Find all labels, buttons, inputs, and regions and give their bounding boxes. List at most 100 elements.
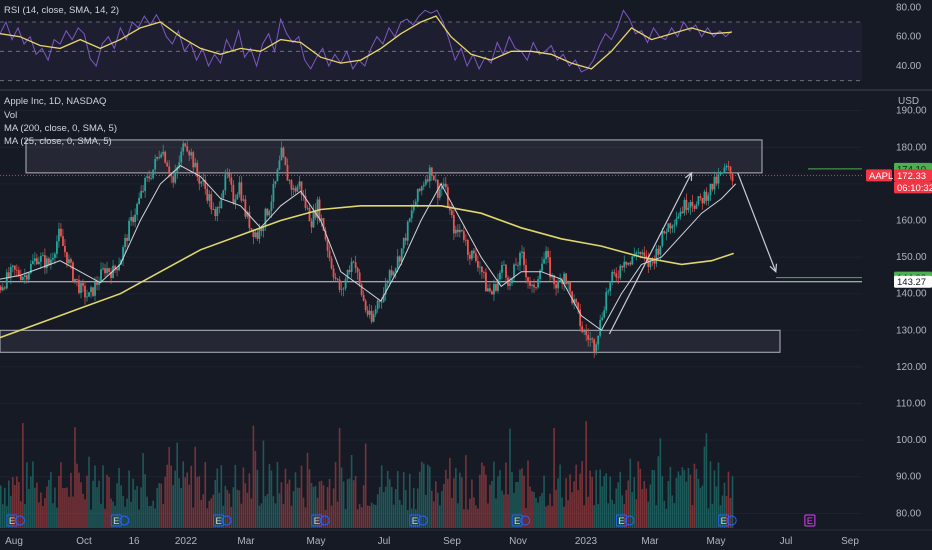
candle-body	[232, 184, 235, 204]
volume-bar	[158, 483, 160, 528]
axis-bg	[864, 92, 932, 530]
volume-bar	[168, 447, 170, 528]
candle-body	[428, 167, 431, 182]
candle-body	[521, 251, 523, 253]
indicator-ma25-legend[interactable]: MA (25, close, 0, SMA, 5)	[4, 136, 112, 147]
volume-bar	[431, 490, 433, 528]
candle-body	[290, 180, 293, 190]
volume-bar	[326, 487, 329, 528]
candle-body	[495, 284, 497, 291]
volume-bar	[300, 465, 303, 528]
candle-body	[567, 282, 570, 284]
volume-bar	[410, 508, 413, 528]
indicator-ma200-legend[interactable]: MA (200, close, 0, SMA, 5)	[4, 123, 117, 134]
candle-body	[420, 186, 423, 191]
candle-body	[621, 265, 624, 268]
candle-body	[458, 229, 461, 233]
volume-bar	[24, 503, 26, 528]
candle-body	[645, 255, 648, 258]
candle-body	[631, 256, 634, 265]
volume-bar	[180, 487, 183, 528]
volume-bar	[54, 487, 56, 528]
candle-body	[35, 258, 38, 264]
ma200-line	[0, 205, 734, 339]
volume-bar	[124, 506, 126, 528]
earnings-marker	[311, 514, 323, 527]
price-tag	[894, 275, 932, 288]
candle-body	[92, 287, 94, 296]
price-tag-label: 172.33	[897, 171, 926, 182]
earnings-marker-label: E	[807, 516, 813, 527]
volume-bar	[162, 503, 164, 528]
candle-body	[276, 169, 279, 182]
volume-bar	[144, 474, 146, 528]
candle-body	[653, 259, 656, 264]
volume-bar	[114, 505, 116, 528]
volume-bar	[412, 487, 415, 528]
earnings-marker	[804, 514, 816, 527]
volume-bar	[398, 499, 401, 528]
candle-body	[184, 143, 187, 147]
candle-body	[294, 188, 297, 192]
volume-bar	[352, 480, 355, 528]
volume-bar	[657, 456, 660, 528]
volume-bar	[577, 490, 579, 528]
candle-body	[37, 261, 40, 264]
candle-body	[519, 252, 521, 266]
price-tag-label: AAPL	[869, 171, 893, 182]
volume-bar	[104, 508, 106, 528]
candle-body	[709, 183, 712, 196]
volume-bar	[693, 463, 696, 528]
volume-bar	[605, 473, 608, 528]
candle-body	[236, 194, 239, 200]
volume-bar	[515, 482, 517, 528]
volume-bar	[70, 472, 72, 528]
volume-bar	[356, 509, 359, 528]
volume-bar	[138, 509, 140, 528]
volume-bar	[613, 504, 616, 528]
volume-bar	[46, 486, 48, 528]
symbol-title[interactable]: Apple Inc, 1D, NASDAQ	[4, 96, 106, 107]
volume-bar	[507, 494, 509, 528]
candle-body	[138, 197, 141, 204]
time-axis-tick: Aug	[5, 536, 23, 547]
rsi-legend[interactable]: RSI (14, close, SMA, 14, 2)	[4, 5, 119, 16]
candle-body	[64, 245, 66, 253]
volume-bar	[306, 452, 309, 528]
volume-bar	[94, 465, 96, 528]
volume-bar	[575, 464, 577, 528]
candle-body	[142, 190, 145, 192]
candle-body	[388, 270, 391, 283]
candle-body	[591, 338, 594, 340]
volume-bar	[28, 489, 30, 528]
candle-body	[212, 209, 215, 210]
candle-body	[446, 187, 449, 208]
indicator-vol-legend[interactable]: Vol	[4, 110, 17, 121]
price-tag-label: 06:10:32	[897, 183, 932, 194]
candle-body	[529, 282, 531, 286]
volume-bar	[585, 421, 587, 528]
volume-bar	[611, 499, 614, 528]
candle-body	[721, 172, 724, 174]
volume-bar	[224, 485, 227, 528]
time-axis-tick: Jul	[780, 536, 793, 547]
candle-body	[390, 270, 393, 276]
volume-bar	[441, 490, 443, 528]
volume-bar	[437, 492, 439, 528]
candle-body	[358, 272, 361, 285]
candle-body	[170, 173, 173, 177]
rsi-axis-tick: 80.00	[896, 2, 921, 13]
volume-bar	[433, 501, 435, 528]
candle-body	[493, 284, 495, 295]
candle-body	[557, 281, 559, 289]
volume-bar	[2, 504, 4, 528]
candle-body	[68, 259, 70, 264]
candle-body	[176, 167, 179, 172]
time-axis[interactable]: Aug Oct 16 2022 Mar May Jul Sep Nov 2023 Mar May Jul…	[0, 529, 932, 547]
volume-bar	[388, 479, 391, 528]
candle-body	[192, 152, 195, 168]
candle-body	[717, 174, 720, 184]
price-axis[interactable]: 190.00180.00170.00160.00150.00140.00130.…	[864, 92, 932, 530]
